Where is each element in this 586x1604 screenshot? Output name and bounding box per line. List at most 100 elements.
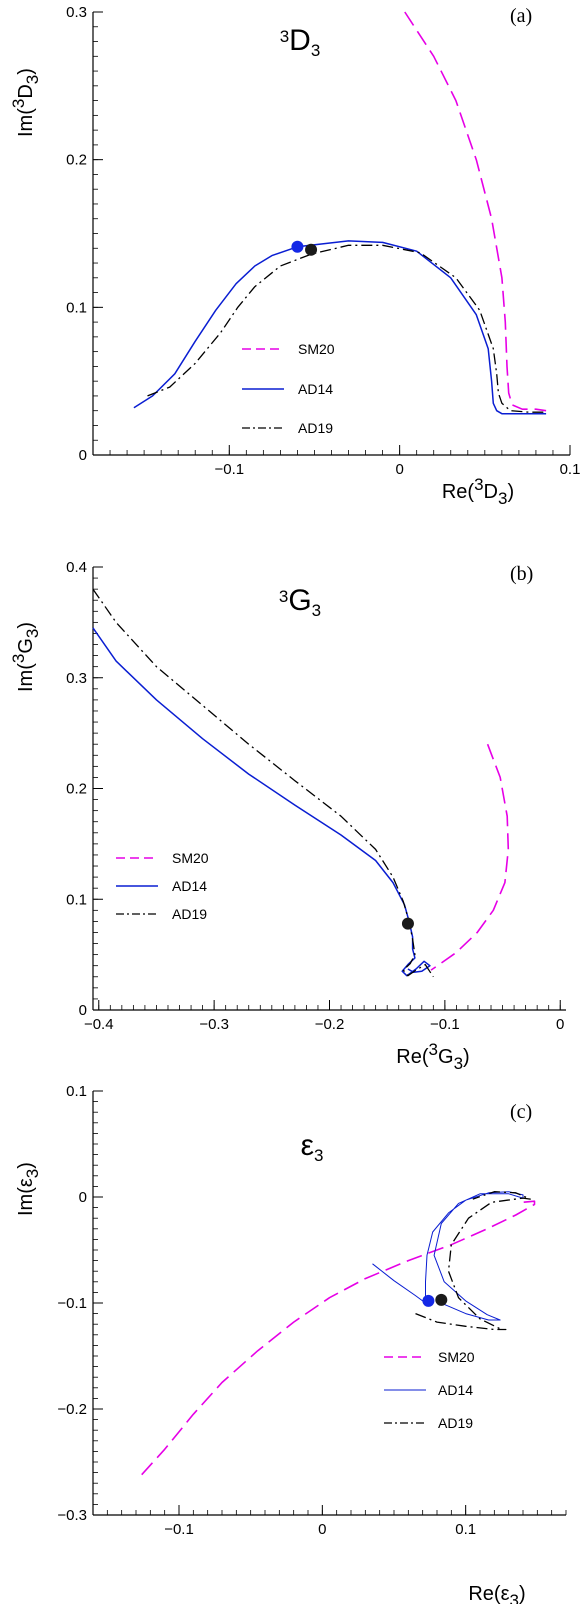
legend-label-ad19: AD19	[438, 1415, 473, 1431]
x-axis-label-sup: 3	[429, 1040, 438, 1059]
y-tick-label: 0	[79, 1189, 87, 1206]
y-axis-label-post: )	[15, 622, 37, 629]
y-tick-label: 0.1	[66, 891, 87, 908]
y-tick-label: −0.2	[57, 1401, 87, 1418]
y-tick-label: 0	[79, 1002, 87, 1019]
y-tick-label: 0.3	[66, 4, 87, 21]
chart-title-sub: 3	[314, 1146, 323, 1165]
series-line-ad14	[92, 627, 431, 977]
y-tick-label: −0.3	[57, 1507, 87, 1524]
x-tick-label: −0.1	[430, 1016, 460, 1033]
x-axis-label-sub: 3	[498, 489, 507, 508]
x-tick-label: 0	[318, 1521, 326, 1538]
y-axis-label: Im(ε3)	[15, 1162, 42, 1216]
chart-title: 3G3	[279, 584, 321, 620]
y-axis-label-post: )	[15, 68, 37, 75]
panel-label: (a)	[510, 5, 532, 27]
chart-panel-c: −0.1 0 0.1 −0.3 −0.2 −0.1 0 0.1 SM20 AD14 AD19 (c) ε…	[15, 1083, 567, 1604]
x-axis-label-pre: Re(	[468, 1583, 501, 1604]
series-line-ad19	[415, 1191, 531, 1331]
legend-label-ad14: AD14	[298, 381, 333, 397]
y-axis-label-pre: Im(	[15, 663, 37, 692]
series-line-sm20	[404, 11, 547, 412]
x-axis-label-sup: 3	[474, 475, 483, 494]
y-tick-label: 0.2	[66, 152, 87, 169]
y-axis-label-pre: Im(	[15, 108, 37, 137]
y-axis-label-sub: 3	[23, 1169, 42, 1178]
x-axis-label-main: G	[438, 1046, 454, 1068]
y-axis-label-post: )	[15, 1162, 37, 1169]
series-line-ad19	[147, 244, 547, 413]
series-line-ad14	[372, 1191, 524, 1321]
y-axis-label-main: ε	[15, 1178, 37, 1187]
chart-title-sub: 3	[312, 601, 321, 620]
legend-label-ad19: AD19	[298, 420, 333, 436]
x-tick-label: −0.1	[214, 461, 244, 478]
y-tick-label: 0.1	[66, 299, 87, 316]
x-axis-label-pre: Re(	[396, 1046, 429, 1068]
x-axis-label-pre: Re(	[442, 481, 475, 503]
panel-label: (c)	[510, 1101, 532, 1123]
x-axis-label: Re(3G3)	[396, 1040, 469, 1073]
y-axis-label: Im(3G3)	[9, 622, 42, 692]
series-line-ad19	[92, 588, 434, 978]
x-tick-label: 0.1	[560, 461, 581, 478]
x-axis-label-main: D	[484, 481, 498, 503]
x-tick-label: −0.3	[199, 1016, 229, 1033]
x-axis-label-sub: 3	[510, 1591, 519, 1604]
marker-ad19	[305, 243, 318, 256]
x-tick-label: 0	[395, 461, 403, 478]
marker-ad14	[422, 1294, 435, 1307]
chart-title-main: G	[288, 584, 311, 617]
chart-title-sup: 3	[279, 587, 288, 606]
y-tick-label: 0.4	[66, 559, 87, 576]
x-axis-label: Re(ε3)	[468, 1583, 525, 1604]
x-axis-label: Re(3D3)	[442, 475, 514, 508]
x-tick-label: −0.1	[164, 1521, 194, 1538]
y-tick-label: −0.1	[57, 1295, 87, 1312]
y-axis-label-main: G	[15, 638, 37, 654]
x-tick-label: 0	[556, 1016, 564, 1033]
legend-label-sm20: SM20	[172, 850, 209, 866]
chart-title: ε3	[301, 1129, 324, 1165]
chart-title-sup: 3	[280, 27, 289, 46]
y-axis-label: Im(3D3)	[9, 68, 42, 137]
y-axis-label-sup: 3	[9, 99, 28, 108]
x-axis-label-main: ε	[501, 1583, 510, 1604]
y-axis-label-pre: Im(	[15, 1187, 37, 1216]
legend-label-sm20: SM20	[438, 1349, 475, 1365]
marker-ad14	[291, 240, 304, 253]
x-axis-label-post: )	[463, 1046, 470, 1068]
chart-title-sub: 3	[311, 41, 320, 60]
y-tick-label: 0.1	[66, 1083, 87, 1100]
panel-label: (b)	[510, 563, 533, 585]
chart-title: 3D3	[280, 24, 321, 60]
series-line-ad14	[133, 240, 547, 415]
y-tick-label: 0.3	[66, 670, 87, 687]
x-axis-label-post: )	[519, 1583, 526, 1604]
y-tick-label: 0	[79, 447, 87, 464]
legend-label-sm20: SM20	[298, 341, 335, 357]
y-tick-label: 0.2	[66, 781, 87, 798]
chart-title-main: ε	[301, 1129, 314, 1162]
x-tick-label: −0.2	[315, 1016, 345, 1033]
chart-panel-a: −0.1 0 0.100.10.20.3SM20AD14AD19(a)3D3Re(3…	[9, 4, 580, 508]
x-tick-label: −0.4	[84, 1016, 114, 1033]
y-axis-label-sub: 3	[23, 629, 42, 638]
series-line-sm20	[141, 1200, 536, 1476]
x-axis-label-post: )	[507, 481, 514, 503]
chart-panel-b: −0.4 −0.3 −0.2 −0.1 0 0 0.1 0.2 0.3 0.4 SM20 AD14 AD…	[9, 559, 566, 1073]
series-line-sm20	[430, 743, 510, 971]
x-axis-label-sub: 3	[454, 1054, 463, 1073]
y-axis-label-sup: 3	[9, 654, 28, 663]
legend-label-ad14: AD14	[438, 1382, 473, 1398]
marker-ad19	[401, 917, 414, 930]
marker-ad19	[435, 1293, 448, 1306]
y-axis-label-main: D	[15, 84, 37, 98]
legend-label-ad14: AD14	[172, 878, 207, 894]
y-axis-label-sub: 3	[23, 75, 42, 84]
x-tick-label: 0.1	[455, 1521, 476, 1538]
chart-title-main: D	[289, 24, 311, 57]
legend-label-ad19: AD19	[172, 906, 207, 922]
